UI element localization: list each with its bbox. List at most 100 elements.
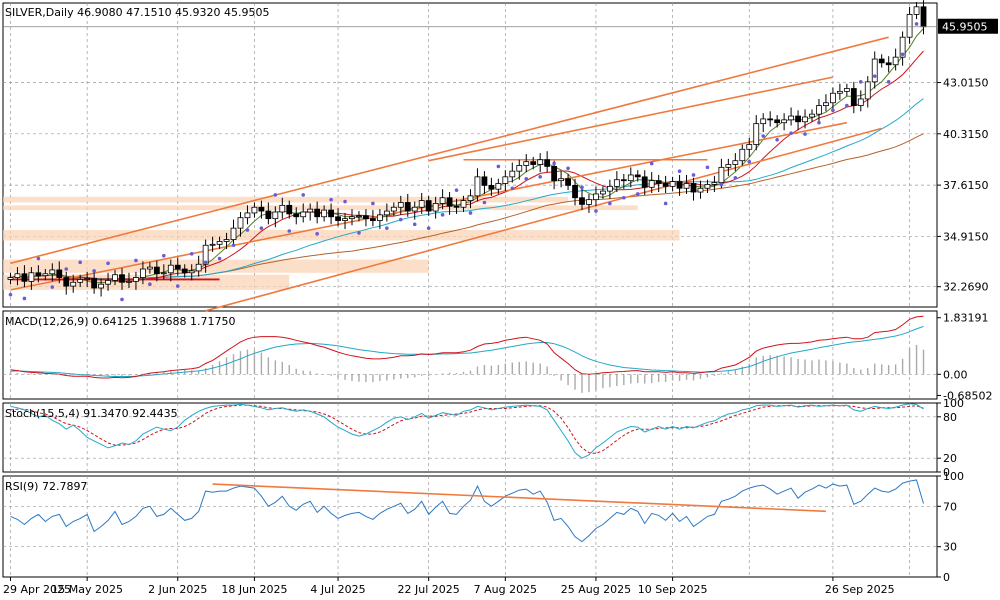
- candle-body: [77, 279, 84, 283]
- parabolic-sar-dot: [343, 199, 347, 204]
- candle-body: [21, 273, 28, 282]
- candle-body: [816, 105, 822, 115]
- price-tick-label: 43.0150: [943, 77, 989, 90]
- candle-body: [342, 218, 348, 221]
- candle-body: [467, 195, 474, 202]
- parabolic-sar-dot: [162, 253, 166, 258]
- parabolic-sar-dot: [106, 261, 110, 266]
- stoch-tick-label: 100: [943, 397, 964, 410]
- candle-body: [397, 202, 404, 208]
- candle-body: [98, 283, 104, 289]
- price-tick-label: 32.2690: [943, 281, 989, 294]
- parabolic-sar-dot: [510, 186, 515, 191]
- candle-body: [732, 160, 739, 165]
- rsi-tick-label: 0: [943, 571, 950, 584]
- candle-body: [265, 210, 272, 220]
- candle-body: [913, 6, 920, 15]
- parabolic-sar-dot: [552, 161, 556, 166]
- pane-frame-1: [2, 310, 938, 400]
- candle-body: [279, 204, 286, 213]
- parabolic-sar-dot: [440, 213, 445, 217]
- candle-body: [14, 273, 21, 278]
- macd-tick-label: 0.00: [943, 368, 968, 381]
- candle-body: [460, 200, 467, 208]
- candle-body: [251, 206, 258, 214]
- candle-body: [223, 239, 230, 242]
- candle-body: [119, 274, 125, 283]
- price-tick-label: 40.3150: [943, 128, 989, 141]
- candle-body: [627, 174, 634, 182]
- candle-body: [711, 182, 718, 185]
- candle-body: [648, 180, 655, 188]
- candle-body: [669, 181, 676, 187]
- parabolic-sar-dot: [663, 201, 668, 206]
- channel-trendline: [10, 36, 889, 265]
- candle-body: [878, 58, 885, 64]
- candle-body: [509, 170, 516, 178]
- parabolic-sar-dot: [78, 260, 82, 265]
- candle-body: [153, 266, 160, 275]
- parabolic-sar-dot: [148, 282, 152, 287]
- parabolic-sar-dot: [594, 209, 598, 213]
- candle-body: [56, 269, 63, 278]
- candle-body: [202, 244, 209, 265]
- candle-body: [376, 214, 383, 221]
- candle-body: [565, 178, 571, 186]
- candle-body: [718, 166, 725, 183]
- candle-body: [390, 206, 397, 212]
- highlight-zone: [3, 230, 680, 241]
- candle-body: [49, 269, 56, 275]
- candle-body: [830, 92, 836, 104]
- parabolic-sar-dot: [64, 267, 69, 271]
- parabolic-sar-dot: [649, 161, 654, 166]
- stoch-signal-line: [10, 404, 924, 454]
- candle-body: [920, 6, 927, 28]
- parabolic-sar-dot: [273, 193, 278, 197]
- candle-body: [216, 241, 223, 245]
- candle-body: [160, 272, 167, 275]
- parabolic-sar-dot: [635, 192, 640, 196]
- candle-body: [606, 185, 613, 192]
- candle-body: [418, 200, 425, 208]
- date-tick-label: 15 May 2025: [51, 583, 123, 596]
- candle-body: [105, 279, 111, 285]
- parabolic-sar-dot: [622, 195, 626, 200]
- parabolic-sar-dot: [245, 228, 250, 232]
- candle-body: [300, 211, 307, 218]
- candle-body: [516, 165, 523, 172]
- parabolic-sar-dot: [398, 217, 403, 222]
- candle-body: [746, 144, 753, 150]
- candle-body: [140, 268, 146, 278]
- parabolic-sar-dot: [357, 231, 361, 235]
- candle-body: [28, 272, 35, 282]
- parabolic-sar-dot: [789, 131, 793, 135]
- date-tick-label: 18 Jun 2025: [221, 583, 287, 596]
- rsi-pane-title: RSI(9) 72.7897: [5, 480, 87, 493]
- candle-body: [899, 36, 906, 58]
- parabolic-sar-dot: [22, 296, 27, 301]
- candle-body: [474, 176, 481, 197]
- candle-body: [321, 209, 328, 218]
- date-tick-label: 7 Aug 2025: [474, 583, 537, 596]
- candle-body: [572, 184, 578, 199]
- rsi-tick-label: 100: [943, 470, 964, 483]
- candle-body: [809, 113, 815, 118]
- candle-body: [537, 159, 544, 165]
- parabolic-sar-dot: [608, 201, 612, 206]
- parabolic-sar-dot: [315, 232, 319, 236]
- candle-body: [558, 178, 564, 182]
- stoch-pane-title: Stoch(15,5,4) 91.3470 92.4435: [5, 407, 178, 420]
- parabolic-sar-dot: [36, 256, 41, 261]
- candle-body: [453, 205, 460, 208]
- candle-body: [579, 197, 585, 205]
- candle-body: [495, 183, 502, 190]
- pane-frame-3: [2, 475, 938, 578]
- parabolic-sar-dot: [761, 134, 766, 138]
- candle-body: [446, 197, 453, 207]
- stoch-main-line: [10, 403, 924, 459]
- parabolic-sar-dot: [301, 193, 306, 197]
- parabolic-sar-dot: [817, 120, 821, 125]
- candle-body: [432, 203, 439, 212]
- candle-body: [411, 206, 418, 212]
